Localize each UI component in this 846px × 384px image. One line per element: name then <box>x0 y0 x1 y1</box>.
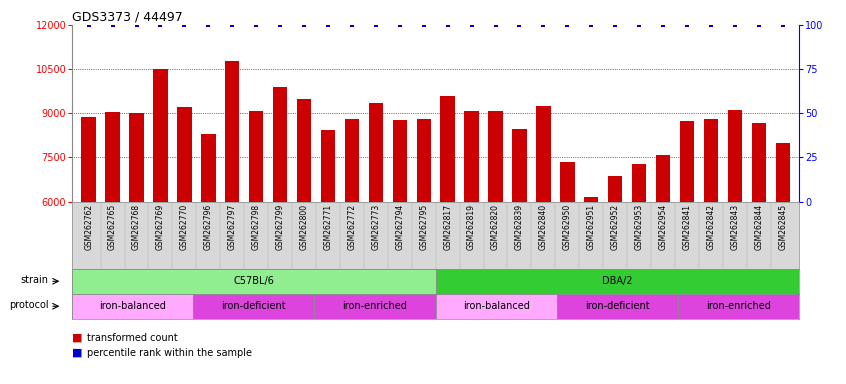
Text: GSM262797: GSM262797 <box>228 204 237 250</box>
Text: GSM262800: GSM262800 <box>299 204 309 250</box>
Bar <box>201 134 216 202</box>
Text: iron-balanced: iron-balanced <box>99 301 166 311</box>
Text: GSM262844: GSM262844 <box>755 204 763 250</box>
Text: GDS3373 / 44497: GDS3373 / 44497 <box>72 11 183 24</box>
Text: C57BL/6: C57BL/6 <box>233 276 274 286</box>
Text: iron-deficient: iron-deficient <box>585 301 650 311</box>
Text: iron-balanced: iron-balanced <box>463 301 530 311</box>
Bar <box>344 119 359 202</box>
Bar <box>297 99 311 202</box>
Bar <box>416 119 431 202</box>
Text: GSM262770: GSM262770 <box>180 204 189 250</box>
Text: GSM262762: GSM262762 <box>84 204 93 250</box>
Text: GSM262820: GSM262820 <box>491 204 500 250</box>
Text: GSM262840: GSM262840 <box>539 204 548 250</box>
Text: protocol: protocol <box>9 300 49 310</box>
Bar <box>728 110 742 202</box>
Text: iron-enriched: iron-enriched <box>706 301 772 311</box>
Bar <box>678 294 799 319</box>
Text: GSM262841: GSM262841 <box>683 204 691 250</box>
Text: GSM262842: GSM262842 <box>706 204 716 250</box>
Text: GSM262953: GSM262953 <box>634 204 644 250</box>
Bar <box>751 123 766 202</box>
Bar <box>464 111 479 202</box>
Text: GSM262798: GSM262798 <box>252 204 261 250</box>
Text: GSM262795: GSM262795 <box>420 204 428 250</box>
Text: GSM262950: GSM262950 <box>563 204 572 250</box>
Text: transformed count: transformed count <box>87 333 178 343</box>
Bar <box>704 119 718 202</box>
Bar <box>441 96 455 202</box>
Text: iron-deficient: iron-deficient <box>222 301 286 311</box>
Bar <box>72 294 193 319</box>
Bar <box>249 111 263 202</box>
Text: GSM262772: GSM262772 <box>348 204 356 250</box>
Bar <box>557 294 678 319</box>
Text: percentile rank within the sample: percentile rank within the sample <box>87 348 252 358</box>
Text: GSM262794: GSM262794 <box>395 204 404 250</box>
Bar <box>72 269 436 294</box>
Bar <box>177 108 191 202</box>
Bar <box>81 117 96 202</box>
Text: GSM262952: GSM262952 <box>611 204 619 250</box>
Text: ■: ■ <box>72 348 82 358</box>
Bar <box>560 162 574 202</box>
Text: GSM262843: GSM262843 <box>730 204 739 250</box>
Bar <box>513 129 526 202</box>
Text: strain: strain <box>21 275 49 285</box>
Bar <box>393 120 407 202</box>
Bar <box>776 143 790 202</box>
Bar <box>436 269 799 294</box>
Text: GSM262839: GSM262839 <box>515 204 524 250</box>
Text: GSM262845: GSM262845 <box>778 204 788 250</box>
Bar <box>584 197 598 202</box>
Bar <box>680 121 695 202</box>
Bar <box>321 130 335 202</box>
Bar <box>656 155 670 202</box>
Text: iron-enriched: iron-enriched <box>343 301 408 311</box>
Text: GSM262819: GSM262819 <box>467 204 476 250</box>
Text: GSM262773: GSM262773 <box>371 204 381 250</box>
Text: GSM262769: GSM262769 <box>156 204 165 250</box>
Bar <box>369 103 383 202</box>
Text: GSM262954: GSM262954 <box>658 204 667 250</box>
Text: DBA/2: DBA/2 <box>602 276 633 286</box>
Bar <box>193 294 315 319</box>
Bar <box>632 164 646 202</box>
Text: ■: ■ <box>72 333 82 343</box>
Text: GSM262951: GSM262951 <box>587 204 596 250</box>
Bar <box>106 112 120 202</box>
Bar <box>608 176 623 202</box>
Text: GSM262799: GSM262799 <box>276 204 284 250</box>
Text: GSM262796: GSM262796 <box>204 204 213 250</box>
Bar <box>488 111 503 202</box>
Bar <box>536 106 551 202</box>
Bar <box>273 87 288 202</box>
Bar <box>129 113 144 202</box>
Text: GSM262765: GSM262765 <box>108 204 117 250</box>
Bar <box>153 69 168 202</box>
Bar <box>315 294 436 319</box>
Text: GSM262768: GSM262768 <box>132 204 141 250</box>
Text: GSM262817: GSM262817 <box>443 204 452 250</box>
Text: GSM262771: GSM262771 <box>323 204 332 250</box>
Bar <box>225 61 239 202</box>
Bar <box>436 294 557 319</box>
